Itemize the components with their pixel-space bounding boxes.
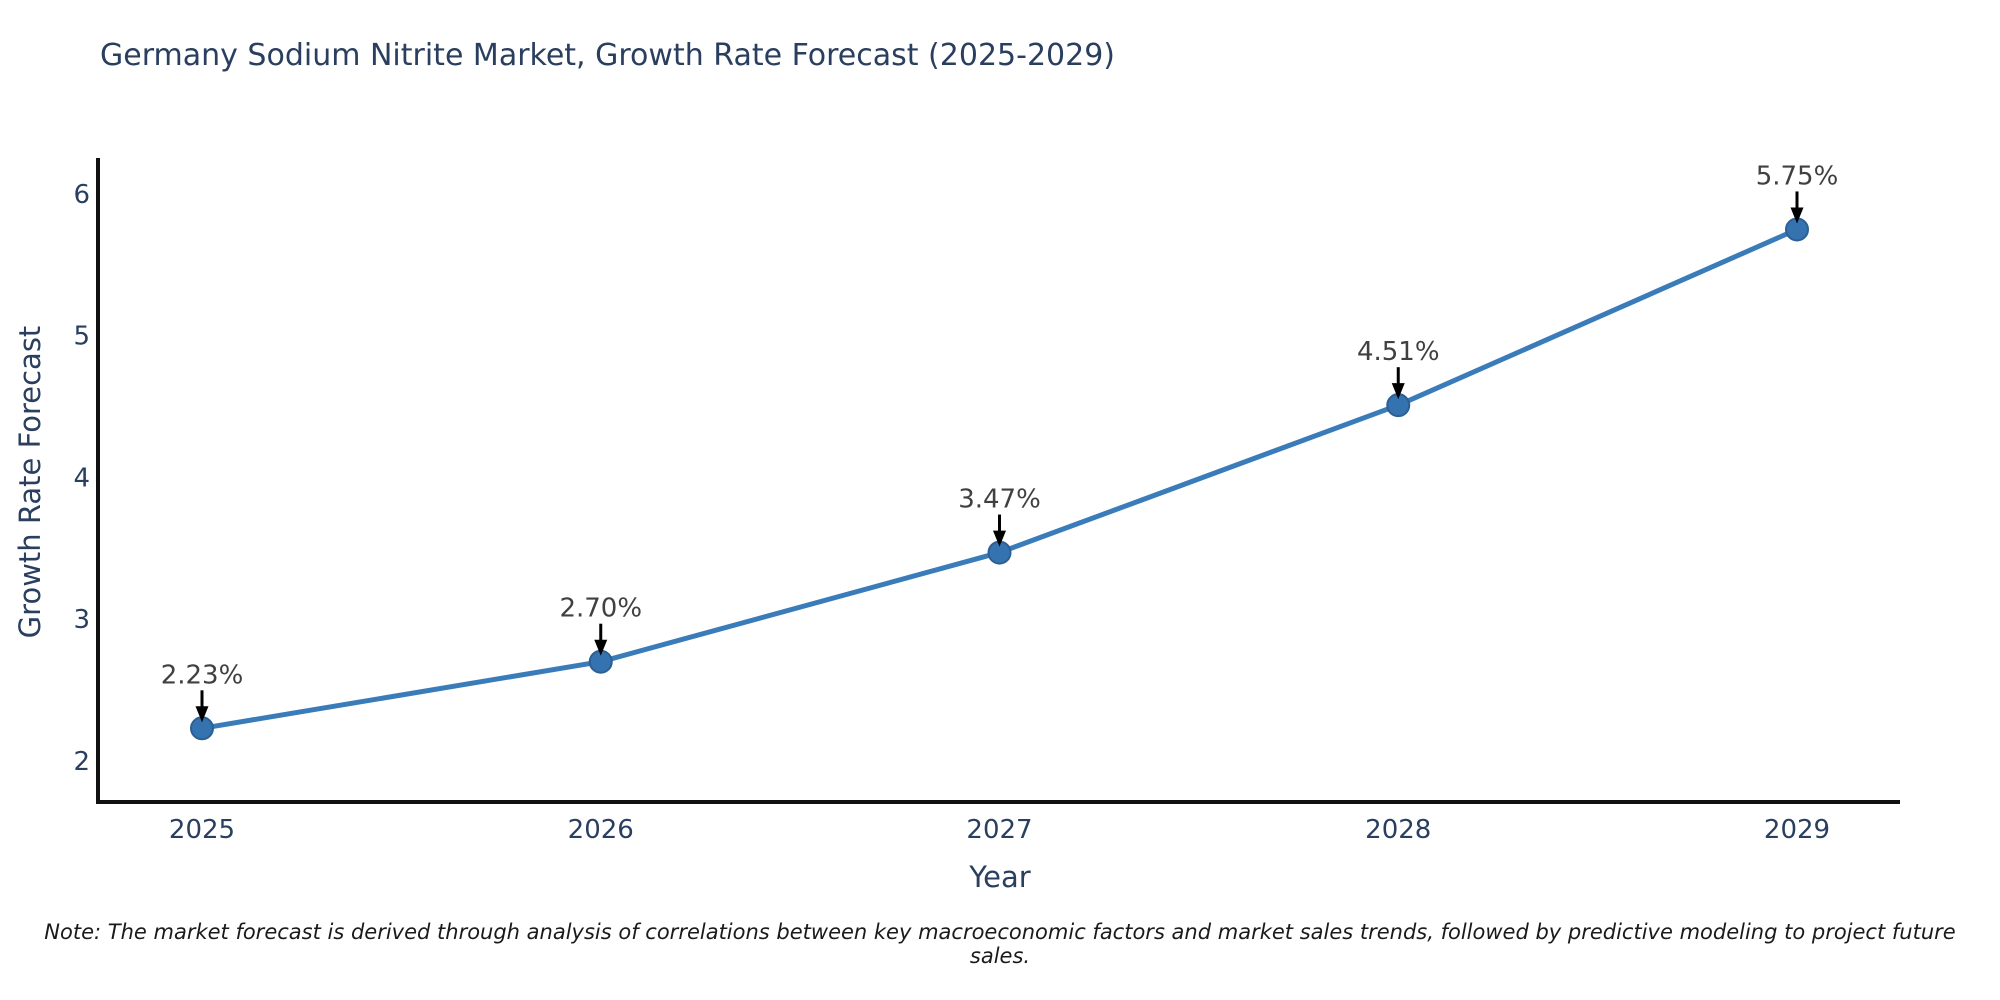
annotation-arrow-head (1790, 207, 1804, 224)
chart-title: Germany Sodium Nitrite Market, Growth Ra… (100, 38, 1115, 73)
point-value-label: 4.51% (1357, 337, 1440, 367)
x-tick-label: 2027 (966, 815, 1032, 845)
annotation-arrow-head (594, 639, 608, 656)
annotation-arrow-head (1391, 383, 1405, 400)
point-value-label: 3.47% (958, 485, 1041, 515)
x-axis-title: Year (969, 860, 1031, 894)
x-tick-label: 2025 (169, 815, 235, 845)
y-tick-label: 5 (73, 322, 90, 352)
point-value-label: 2.70% (559, 594, 642, 624)
annotation-arrow-head (195, 706, 209, 723)
y-tick-label: 6 (73, 180, 90, 210)
data-line (199, 226, 1800, 731)
x-tick-label: 2029 (1764, 815, 1830, 845)
y-tick-label: 4 (73, 463, 90, 493)
x-tick-label: 2026 (568, 815, 634, 845)
footnote: Note: The market forecast is derived thr… (44, 920, 1956, 968)
point-value-label: 5.75% (1756, 161, 1839, 191)
x-tick-label: 2028 (1365, 815, 1431, 845)
annotation-arrow-head (993, 530, 1006, 547)
y-tick-label: 3 (73, 605, 90, 635)
y-tick-label: 2 (73, 747, 90, 777)
point-value-label: 2.23% (161, 660, 244, 690)
axis-spines (96, 158, 1900, 804)
